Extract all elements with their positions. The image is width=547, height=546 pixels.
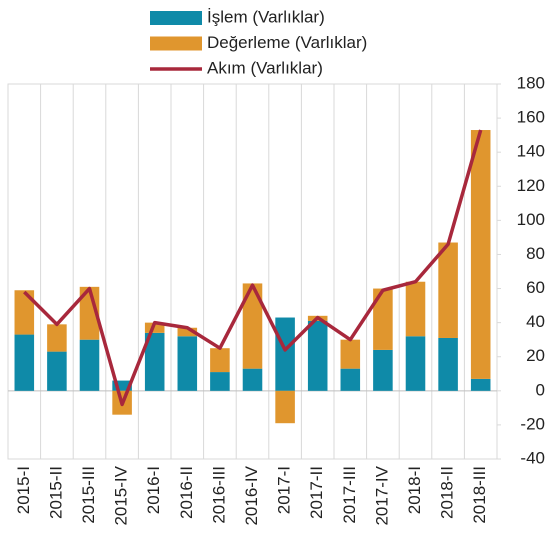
bar bbox=[307, 320, 328, 391]
bar bbox=[112, 380, 132, 391]
bar bbox=[275, 317, 295, 391]
x-tick-label: 2015-III bbox=[79, 466, 98, 524]
legend-label: İşlem (Varlıklar) bbox=[207, 7, 325, 26]
y-tick-label: 60 bbox=[526, 278, 545, 297]
y-tick-label: 160 bbox=[517, 108, 545, 127]
legend-label: Değerleme (Varlıklar) bbox=[207, 33, 367, 52]
bar bbox=[210, 348, 230, 373]
y-tick-label: 80 bbox=[526, 244, 545, 263]
x-tick-label: 2015-II bbox=[46, 466, 65, 519]
bar bbox=[470, 130, 491, 379]
bar bbox=[405, 281, 426, 337]
bar bbox=[14, 290, 35, 335]
x-tick-label: 2017-III bbox=[340, 466, 359, 524]
x-tick-label: 2018-II bbox=[438, 466, 457, 519]
bar bbox=[438, 337, 458, 391]
bar bbox=[275, 390, 295, 424]
bar bbox=[242, 368, 263, 391]
bar bbox=[405, 336, 426, 391]
bar bbox=[340, 368, 361, 391]
y-tick-label: 20 bbox=[526, 346, 545, 365]
x-tick-label: 2018-I bbox=[405, 466, 424, 514]
bar bbox=[177, 327, 198, 337]
x-tick-label: 2016-IV bbox=[242, 465, 261, 525]
plot-frame bbox=[7, 83, 498, 460]
y-tick-label: 100 bbox=[517, 210, 545, 229]
legend-swatch bbox=[150, 11, 202, 25]
x-tick-label: 2017-IV bbox=[372, 465, 391, 525]
y-tick-label: -40 bbox=[520, 448, 545, 467]
bar bbox=[340, 339, 361, 369]
x-tick-label: 2015-I bbox=[14, 466, 33, 514]
y-tick-label: 180 bbox=[517, 73, 545, 92]
legend-label: Akım (Varlıklar) bbox=[207, 58, 323, 77]
bar bbox=[242, 283, 263, 369]
y-tick-label: 0 bbox=[536, 380, 545, 399]
bar bbox=[47, 324, 67, 352]
x-tick-label: 2016-I bbox=[144, 466, 163, 514]
x-tick-label: 2017-I bbox=[275, 466, 294, 514]
y-tick-label: 40 bbox=[526, 312, 545, 331]
y-tick-label: 140 bbox=[517, 142, 545, 161]
bar bbox=[47, 351, 67, 391]
legend-swatch bbox=[150, 36, 202, 51]
x-tick-label: 2016-III bbox=[209, 466, 228, 524]
line bbox=[23, 129, 483, 407]
x-tick-label: 2015-IV bbox=[112, 465, 131, 525]
bar bbox=[79, 339, 100, 391]
y-tick-label: -20 bbox=[520, 414, 545, 433]
bar bbox=[177, 336, 198, 391]
bar bbox=[144, 322, 165, 333]
bar bbox=[14, 334, 35, 391]
bar bbox=[144, 332, 165, 391]
bar bbox=[470, 378, 491, 391]
bar bbox=[438, 242, 458, 338]
bar bbox=[373, 288, 393, 350]
x-tick-label: 2016-II bbox=[177, 466, 196, 519]
bar bbox=[210, 372, 230, 391]
x-tick-label: 2018-III bbox=[470, 466, 489, 524]
y-tick-label: 120 bbox=[517, 176, 545, 195]
x-tick-label: 2017-II bbox=[307, 466, 326, 519]
bar bbox=[373, 349, 393, 391]
